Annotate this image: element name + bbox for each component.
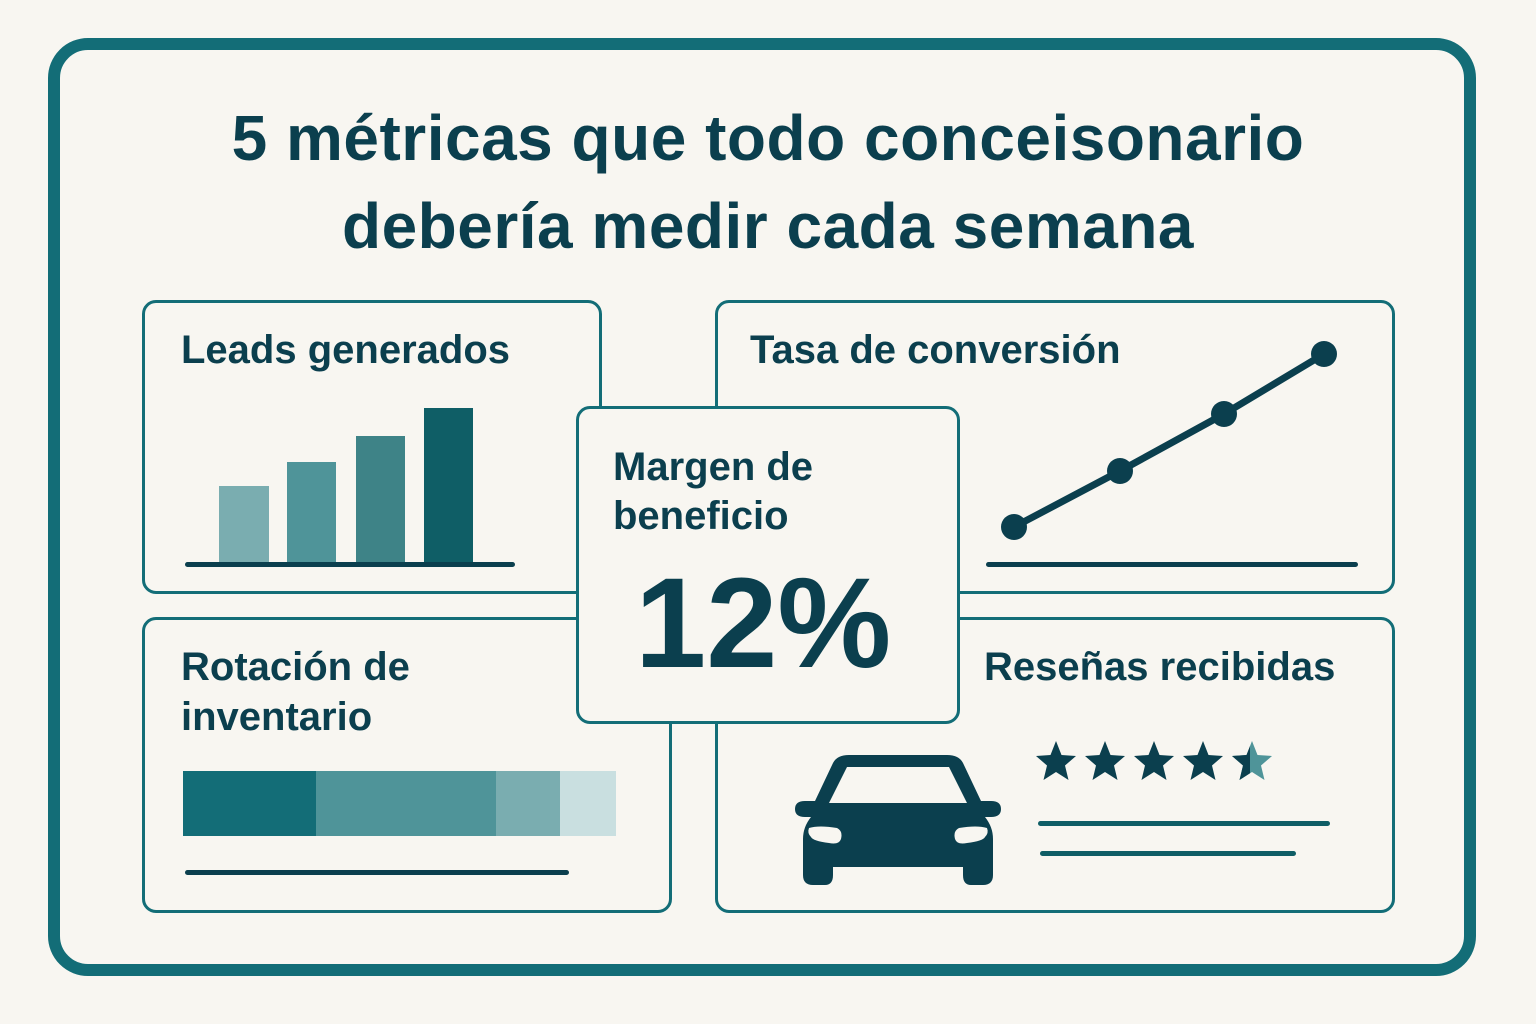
margin-value: 12%: [635, 552, 892, 695]
stacked-bar-icon: [183, 771, 616, 836]
card-rotation-title-line2: inventario: [181, 695, 373, 739]
review-line-1: [1038, 821, 1330, 826]
bar-chart-baseline: [185, 562, 515, 567]
card-margin: Margen de beneficio 12%: [576, 406, 960, 724]
review-line-2: [1040, 851, 1296, 856]
card-reviews-title: Reseñas recibidas: [984, 645, 1336, 689]
card-leads: Leads generados: [142, 300, 602, 594]
stack-segment-4: [560, 771, 616, 836]
line-chart-baseline: [986, 562, 1358, 567]
bar-4: [424, 408, 473, 566]
stack-segment-2: [316, 771, 496, 836]
bar-3: [356, 436, 405, 566]
stack-segment-3: [496, 771, 560, 836]
line-chart-icon: [1001, 341, 1337, 540]
bar-2: [287, 462, 336, 566]
stack-segment-1: [183, 771, 316, 836]
rotation-baseline: [185, 870, 569, 875]
page-title-line1: 5 métricas que todo conceisonario: [231, 102, 1305, 174]
card-rotation-title-line1: Rotación de: [181, 645, 410, 689]
star-rating-icon: [1036, 741, 1272, 780]
car-icon: [795, 755, 1001, 885]
card-margin-title-line1: Margen de: [613, 445, 814, 489]
bar-chart-icon: [219, 403, 475, 566]
page-title-line2: debería medir cada semana: [341, 190, 1195, 262]
bar-1: [219, 486, 269, 566]
card-margin-title-line2: beneficio: [613, 494, 789, 538]
card-conversion-title: Tasa de conversión: [750, 328, 1121, 372]
card-leads-title: Leads generados: [181, 328, 511, 372]
